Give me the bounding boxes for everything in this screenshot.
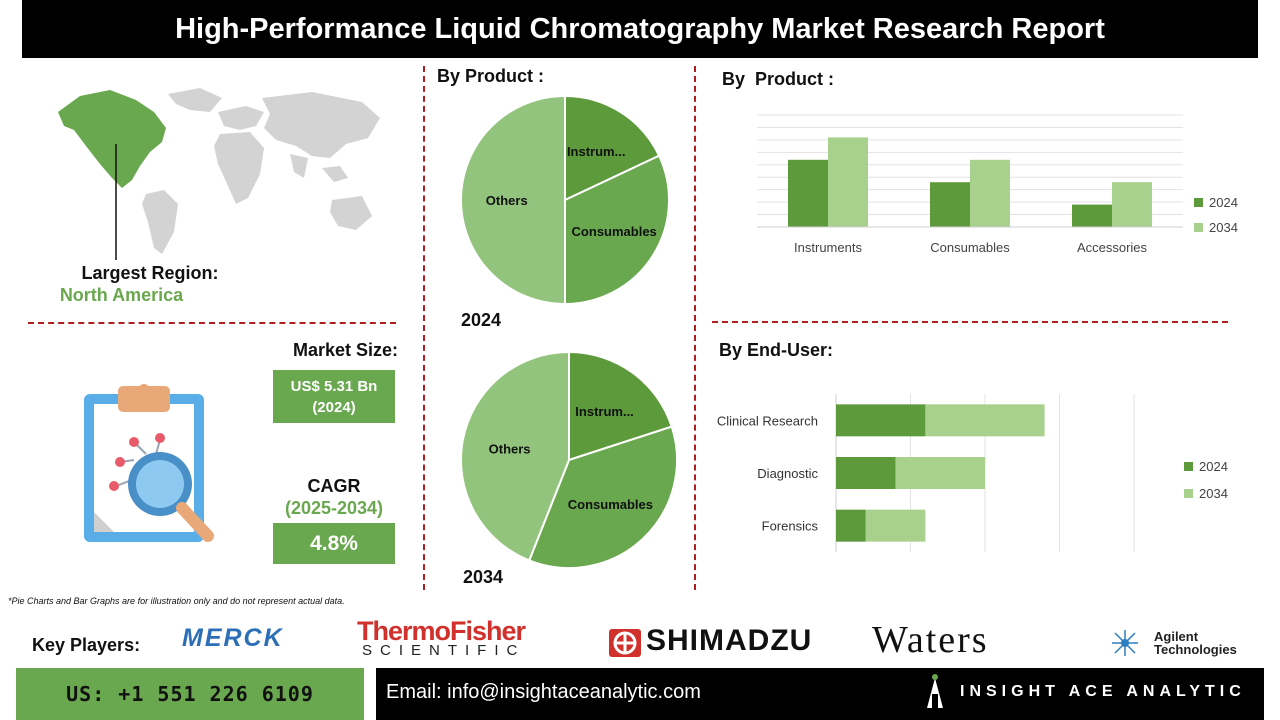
agilent-spark-icon [1112, 630, 1138, 656]
thermofisher-subtitle: SCIENTIFIC [362, 642, 526, 659]
pie-2024-slice-1 [564, 154, 670, 306]
footer-email[interactable]: Email: info@insightaceanalytic.com [386, 681, 701, 703]
enduser-heading: By End-User: [719, 340, 834, 360]
product-bar-accessories-2034 [1112, 182, 1152, 227]
footer-phone: US: +1 551 226 6109 [16, 668, 364, 720]
pie-year-2034: 2034 [463, 567, 504, 587]
divider-right [694, 66, 696, 590]
product-bar-category-label: Consumables [930, 240, 1010, 255]
divider-right-horizontal [712, 321, 1228, 323]
pie-2034-label-1: Consumables [568, 497, 653, 512]
pie-2034-slice-2 [460, 350, 570, 562]
pie-2024-slice-0 [564, 94, 661, 202]
cagr-period: (2025-2034) [284, 498, 384, 518]
merck-logo: MERCK [182, 624, 284, 652]
legend-item-2024: 2024 [1194, 195, 1238, 210]
pie-2034-label-2: Others [489, 442, 531, 457]
pie-year-2024: 2024 [461, 310, 502, 330]
legend-swatch-2024-enduser [1184, 462, 1193, 471]
bar-heading: By Product : [722, 69, 835, 89]
insightace-logo-icon [927, 674, 943, 708]
enduser-bar-category-label: Diagnostic [757, 466, 818, 481]
disclaimer-note: *Pie Charts and Bar Graphs are for illus… [8, 596, 345, 606]
legend-item-2024-enduser: 2024 [1184, 459, 1228, 474]
enduser-bar-category-label: Clinical Research [717, 413, 818, 428]
pie-heading: By Product : [437, 66, 545, 86]
pie-2024-label-2: Others [486, 193, 528, 208]
region-value: North America [59, 285, 184, 305]
enduser-bar-forensics-2024 [836, 509, 866, 542]
waters-logo: Waters [872, 619, 989, 661]
enduser-bar-forensics-2034 [865, 509, 926, 542]
shimadzu-logo: SHIMADZU [646, 624, 813, 657]
pie-2034-slice-0 [568, 350, 673, 462]
agilent-name: Agilent [1154, 629, 1199, 644]
legend-label-2034-enduser: 2034 [1199, 486, 1228, 501]
shimadzu-logo-icon [609, 629, 641, 657]
enduser-bar-clinical-research-2024 [836, 404, 926, 437]
enduser-bar-category-label: Forensics [762, 519, 819, 534]
product-bar-consumables-2034 [970, 159, 1010, 227]
footer-brand: INSIGHT ACE ANALYTIC [960, 683, 1246, 700]
product-bar-instruments-2024 [788, 159, 828, 227]
product-bar-chart: Instruments Consumables Accessories [757, 114, 1183, 255]
product-bar-legend: 2024 2034 [1194, 195, 1238, 235]
thermofisher-logo: ThermoFisher [357, 616, 526, 646]
pie-chart-2034: Instrum... Consumables Others [460, 350, 678, 569]
enduser-bar-diagnostic-2024 [836, 457, 896, 489]
legend-label-2024-enduser: 2024 [1199, 459, 1228, 474]
pie-2024-slice-2 [460, 94, 566, 306]
world-map [58, 88, 380, 260]
product-bar-instruments-2034 [828, 137, 868, 227]
enduser-bar-legend: 2024 2034 [1184, 459, 1228, 501]
pie-2034-label-0: Instrum... [575, 404, 634, 419]
legend-item-2034-enduser: 2034 [1184, 486, 1228, 501]
agilent-logo: Agilent Technologies [1154, 630, 1237, 656]
pie-2024-label-1: Consumables [572, 224, 657, 239]
enduser-bar-chart: Clinical Research Diagnostic Forensics [717, 394, 1135, 552]
divider-left-horizontal [28, 322, 396, 324]
agilent-subtitle: Technologies [1154, 642, 1237, 657]
pie-chart-2024: Instrum... Consumables Others [460, 94, 670, 306]
legend-swatch-2034-enduser [1184, 489, 1193, 498]
legend-swatch-2024 [1194, 198, 1203, 207]
market-size-box: US$ 5.31 Bn (2024) [273, 370, 395, 423]
legend-label-2024: 2024 [1209, 195, 1238, 210]
market-size-value: US$ 5.31 Bn [290, 377, 378, 395]
report-title: High-Performance Liquid Chromatography M… [22, 0, 1258, 58]
legend-swatch-2034 [1194, 223, 1203, 232]
market-size-label: Market Size: [292, 340, 398, 360]
pie-2024-label-0: Instrum... [567, 144, 626, 159]
product-bar-category-label: Instruments [794, 240, 862, 255]
market-size-year: (2024) [312, 398, 356, 416]
product-bar-consumables-2024 [930, 182, 970, 227]
legend-label-2034: 2034 [1209, 220, 1238, 235]
enduser-bar-diagnostic-2034 [895, 457, 985, 489]
footer-bar: Email: info@insightaceanalytic.com INSIG… [376, 668, 1264, 720]
cagr-value: 4.8% [273, 523, 395, 564]
key-players-label: Key Players: [32, 635, 141, 655]
region-label: Largest Region: [81, 263, 219, 283]
product-bar-accessories-2024 [1072, 204, 1112, 227]
product-bar-category-label: Accessories [1077, 240, 1148, 255]
divider-left [423, 66, 425, 590]
pie-2034-slice-1 [527, 425, 678, 569]
enduser-bar-clinical-research-2034 [925, 404, 1045, 437]
clipboard-analysis-icon [84, 384, 214, 542]
legend-item-2034: 2034 [1194, 220, 1238, 235]
cagr-label: CAGR [307, 476, 361, 496]
